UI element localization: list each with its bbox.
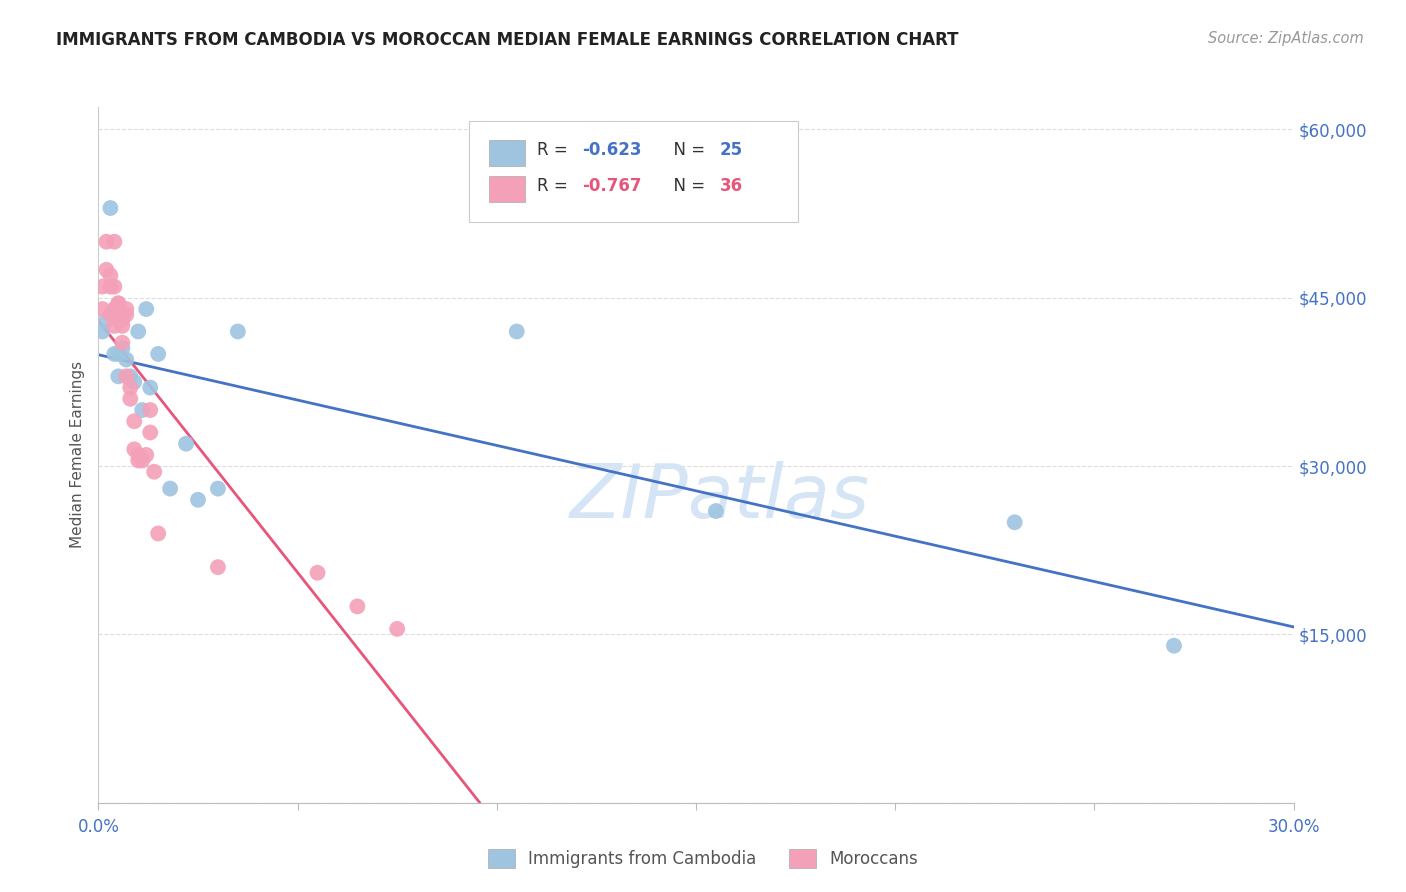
Point <box>107 313 129 327</box>
Text: IMMIGRANTS FROM CAMBODIA VS MOROCCAN MEDIAN FEMALE EARNINGS CORRELATION CHART: IMMIGRANTS FROM CAMBODIA VS MOROCCAN MED… <box>56 31 959 49</box>
Point <box>115 308 138 322</box>
Point <box>96 262 118 277</box>
Point <box>103 235 125 249</box>
Point <box>91 301 114 316</box>
FancyBboxPatch shape <box>489 140 524 166</box>
Point <box>96 235 118 249</box>
Point <box>187 492 209 507</box>
Point <box>120 381 142 395</box>
Point <box>91 325 114 339</box>
Point <box>139 403 162 417</box>
Point <box>174 436 197 450</box>
Point <box>124 375 146 389</box>
Point <box>207 482 229 496</box>
Text: ZIPatlas: ZIPatlas <box>569 460 870 533</box>
Point <box>107 296 129 310</box>
Text: N =: N = <box>662 178 710 195</box>
Point <box>111 341 134 355</box>
Point <box>120 392 142 406</box>
Point <box>143 465 166 479</box>
Point <box>131 403 153 417</box>
Point <box>124 442 146 457</box>
Point <box>100 308 122 322</box>
Text: 36: 36 <box>720 178 742 195</box>
Text: R =: R = <box>537 141 574 159</box>
Text: R =: R = <box>537 178 574 195</box>
Point <box>139 425 162 440</box>
Point <box>207 560 229 574</box>
Point <box>103 318 125 333</box>
Point <box>159 482 181 496</box>
Point <box>148 347 170 361</box>
Point <box>103 347 125 361</box>
Point <box>120 369 142 384</box>
Point <box>96 313 118 327</box>
Point <box>226 325 249 339</box>
Text: 25: 25 <box>720 141 742 159</box>
FancyBboxPatch shape <box>470 121 797 222</box>
Text: N =: N = <box>662 141 710 159</box>
FancyBboxPatch shape <box>489 176 524 202</box>
Y-axis label: Median Female Earnings: Median Female Earnings <box>70 361 86 549</box>
Point <box>135 301 157 316</box>
Text: -0.623: -0.623 <box>582 141 643 159</box>
Point <box>127 448 149 462</box>
Point <box>100 268 122 283</box>
Point <box>115 301 138 316</box>
Point <box>103 279 125 293</box>
Point <box>111 318 134 333</box>
Point <box>124 414 146 428</box>
Legend: Immigrants from Cambodia, Moroccans: Immigrants from Cambodia, Moroccans <box>481 843 925 875</box>
Point <box>1004 515 1026 529</box>
Point <box>91 279 114 293</box>
Point <box>115 352 138 367</box>
Point <box>385 622 409 636</box>
Point <box>135 448 157 462</box>
Point <box>131 453 153 467</box>
Text: -0.767: -0.767 <box>582 178 643 195</box>
Point <box>107 369 129 384</box>
Point <box>139 381 162 395</box>
Point <box>307 566 329 580</box>
Point <box>506 325 529 339</box>
Point <box>111 335 134 350</box>
Point <box>346 599 368 614</box>
Point <box>100 279 122 293</box>
Point <box>127 453 149 467</box>
Point <box>115 369 138 384</box>
Point <box>103 301 125 316</box>
Point <box>107 347 129 361</box>
Point <box>103 308 125 322</box>
Point <box>1163 639 1185 653</box>
Point <box>148 526 170 541</box>
Text: Source: ZipAtlas.com: Source: ZipAtlas.com <box>1208 31 1364 46</box>
Point <box>100 201 122 215</box>
Point <box>111 313 134 327</box>
Point <box>107 296 129 310</box>
Point <box>127 325 149 339</box>
Point <box>704 504 727 518</box>
